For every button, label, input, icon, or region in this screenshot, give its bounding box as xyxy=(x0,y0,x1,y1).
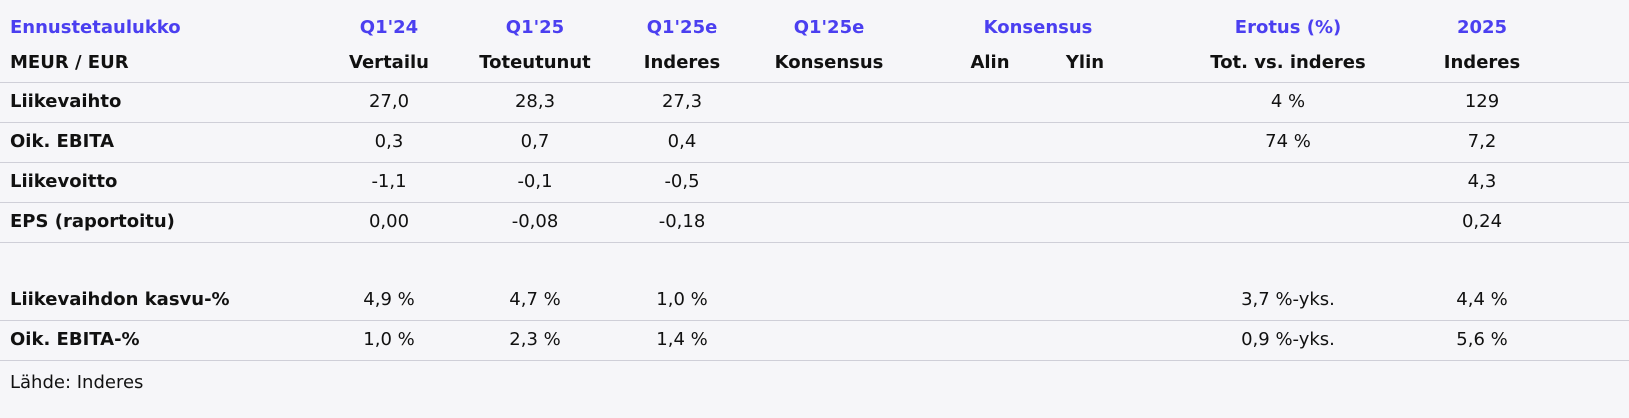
value-cell: 0,00 xyxy=(368,211,410,232)
row-label: Oik. EBITA-% xyxy=(10,329,140,350)
value-cell: 27,3 xyxy=(661,91,703,112)
value-cell: -0,18 xyxy=(658,211,706,232)
value-cell: 3,7 %-yks. xyxy=(1241,289,1335,310)
value-cell: -0,1 xyxy=(517,171,553,192)
subheader-cell: MEUR / EUR xyxy=(10,52,129,73)
value-cell: 4,7 % xyxy=(509,289,561,310)
subheader-cell: Inderes xyxy=(643,52,721,73)
value-cell: 1,0 % xyxy=(363,329,415,350)
subheader-cell: Vertailu xyxy=(349,52,429,73)
value-cell: 1,0 % xyxy=(656,289,708,310)
value-cell: 4,3 xyxy=(1467,171,1497,192)
header-cell: Q1'25e xyxy=(646,17,718,38)
row-divider xyxy=(0,162,1629,163)
header-cell: Q1'25e xyxy=(793,17,865,38)
subheader-cell: Toteutunut xyxy=(479,52,591,73)
value-cell: 4,4 % xyxy=(1456,289,1508,310)
value-cell: 0,9 %-yks. xyxy=(1241,329,1335,350)
row-label: Liikevaihto xyxy=(10,91,122,112)
value-cell: -0,08 xyxy=(511,211,559,232)
row-divider xyxy=(0,242,1629,243)
header-cell: Ennustetaulukko xyxy=(10,17,181,38)
header-cell: Q1'24 xyxy=(359,17,419,38)
row-divider xyxy=(0,202,1629,203)
row-divider xyxy=(0,122,1629,123)
value-cell: 0,7 xyxy=(520,131,550,152)
value-cell: 74 % xyxy=(1265,131,1311,152)
value-cell: 27,0 xyxy=(368,91,410,112)
subheader-cell: Tot. vs. inderes xyxy=(1210,52,1366,73)
header-cell: Konsensus xyxy=(983,17,1093,38)
value-cell: 0,24 xyxy=(1461,211,1503,232)
row-label: Liikevoitto xyxy=(10,171,118,192)
value-cell: 0,4 xyxy=(667,131,697,152)
row-divider xyxy=(0,320,1629,321)
value-cell: 0,3 xyxy=(374,131,404,152)
value-cell: 4 % xyxy=(1270,91,1306,112)
value-cell: 129 xyxy=(1464,91,1500,112)
subheader-cell: Ylin xyxy=(1065,52,1105,73)
value-cell: 1,4 % xyxy=(656,329,708,350)
row-divider xyxy=(0,360,1629,361)
row-label: Oik. EBITA xyxy=(10,131,115,152)
value-cell: 2,3 % xyxy=(509,329,561,350)
source-note: Lähde: Inderes xyxy=(10,372,144,393)
header-cell: 2025 xyxy=(1456,17,1508,38)
header-cell: Q1'25 xyxy=(505,17,565,38)
row-label: Liikevaihdon kasvu-% xyxy=(10,289,230,310)
value-cell: 7,2 xyxy=(1467,131,1497,152)
subheader-cell: Alin xyxy=(970,52,1010,73)
value-cell: 5,6 % xyxy=(1456,329,1508,350)
value-cell: -1,1 xyxy=(371,171,407,192)
value-cell: 4,9 % xyxy=(363,289,415,310)
row-divider xyxy=(0,82,1629,83)
row-label: EPS (raportoitu) xyxy=(10,211,175,232)
subheader-cell: Konsensus xyxy=(774,52,884,73)
subheader-cell: Inderes xyxy=(1443,52,1521,73)
value-cell: 28,3 xyxy=(514,91,556,112)
value-cell: -0,5 xyxy=(664,171,700,192)
header-cell: Erotus (%) xyxy=(1234,17,1342,38)
